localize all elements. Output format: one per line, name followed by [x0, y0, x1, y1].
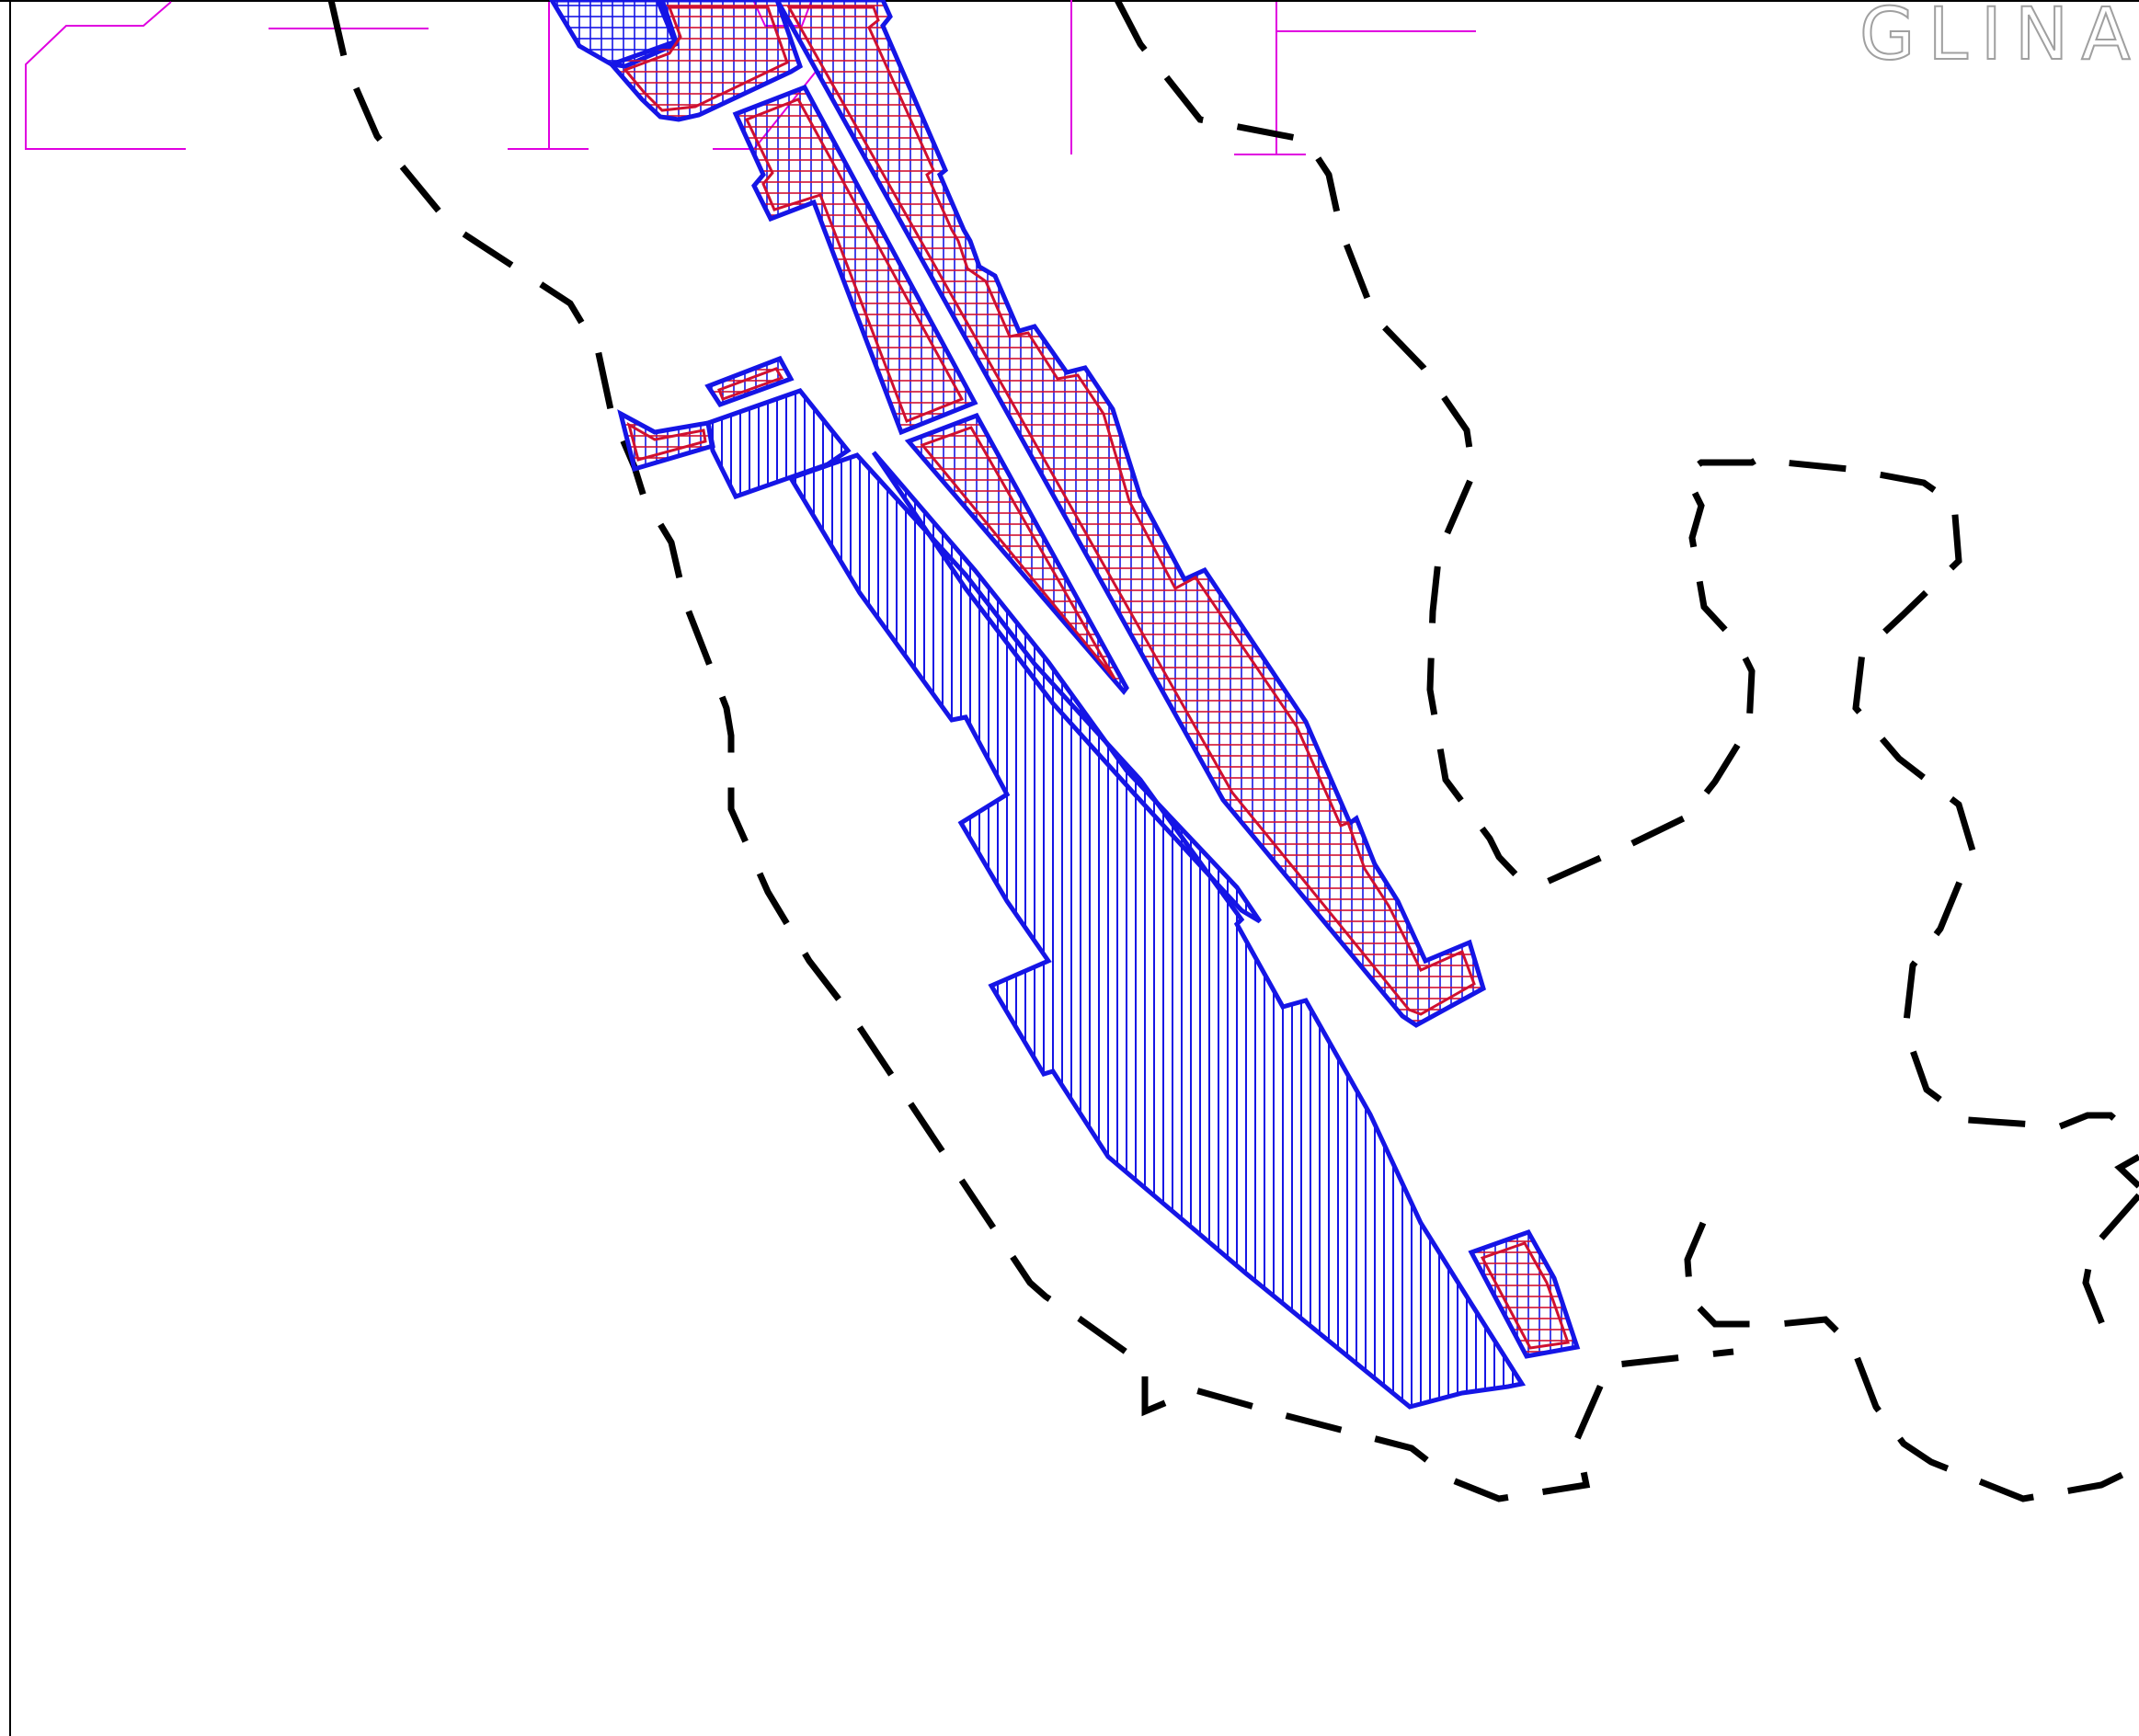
zone-red-small-left — [617, 409, 715, 473]
boundary-lower-right — [1684, 1221, 2139, 1502]
zone-red-bottom — [1468, 1228, 1581, 1359]
zone-red-middle-right — [904, 412, 1129, 695]
boundary-right-edge-2 — [2082, 1193, 2139, 1340]
zone-red-small-top — [704, 355, 795, 408]
zone-red-top-left — [607, 0, 804, 122]
boundary-left — [327, 0, 1734, 1502]
boundary-right-edge — [2114, 1153, 2139, 1189]
annotation-lines — [25, 0, 1476, 155]
dashed-boundaries — [327, 0, 2139, 1502]
boundary-upper-right — [1114, 0, 2139, 1143]
zone-red-long-upper — [774, 0, 1486, 1028]
zone-blue-large — [787, 452, 1527, 1410]
drawing-label: GLINA2 — [1859, 0, 2139, 76]
zone-red-upper-middle — [732, 84, 978, 436]
